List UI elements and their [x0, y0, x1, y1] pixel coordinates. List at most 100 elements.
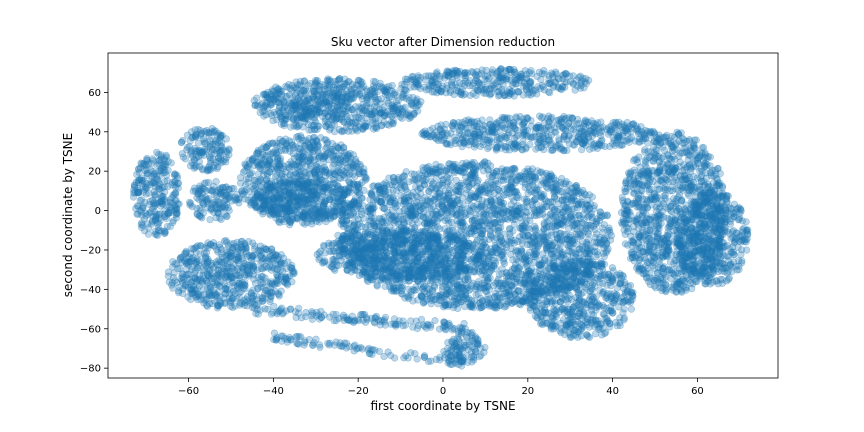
scatter-point [256, 164, 265, 172]
scatter-point [705, 264, 713, 272]
scatter-point [702, 162, 710, 170]
scatter-point [172, 189, 180, 197]
scatter-point [200, 146, 208, 154]
scatter-point [683, 247, 692, 255]
scatter-point [436, 72, 444, 80]
scatter-point [404, 109, 412, 117]
scatter-point [547, 131, 555, 139]
scatter-point [466, 91, 474, 100]
scatter-point [619, 199, 628, 207]
scatter-point [272, 139, 280, 147]
scatter-point [381, 86, 389, 94]
scatter-point [560, 132, 568, 140]
scatter-point [661, 186, 670, 194]
scatter-point [192, 154, 200, 162]
scatter-point [314, 100, 323, 108]
scatter-point [208, 146, 216, 154]
scatter-point [646, 215, 654, 223]
scatter-point [620, 226, 628, 234]
scatter-point [628, 237, 636, 245]
scatter-point [332, 85, 340, 94]
scatter-point [646, 226, 654, 234]
scatter-point [327, 104, 336, 112]
scatter-point [217, 148, 225, 156]
scatter-point [381, 111, 389, 119]
scatter-point [334, 95, 342, 104]
scatter-point [629, 157, 638, 165]
scatter-point [347, 87, 356, 95]
scatter-point [196, 162, 204, 171]
scatter-point [275, 109, 284, 117]
scatter-point [522, 143, 530, 152]
scatter-point [619, 215, 627, 223]
scatter-point [312, 162, 320, 170]
scatter-point [701, 280, 709, 288]
scatter-point [279, 108, 287, 116]
scatter-point [205, 162, 213, 170]
scatter-point [409, 93, 417, 101]
scatter-point [674, 240, 682, 248]
scatter-point [712, 199, 721, 207]
scatter-point [325, 76, 334, 84]
scatter-point [495, 88, 503, 96]
scatter-point [681, 205, 689, 213]
scatter-point [464, 129, 472, 138]
scatter-point [453, 71, 461, 79]
scatter-point [206, 154, 214, 162]
scatter-point [710, 252, 718, 260]
scatter-point [212, 140, 220, 148]
scatter-point [515, 87, 523, 96]
scatter-point [687, 165, 695, 173]
scatter-point [687, 224, 696, 232]
scatter-point [488, 126, 496, 134]
scatter-point [333, 155, 342, 163]
scatter-point [189, 133, 197, 141]
scatter-point [303, 100, 311, 108]
scatter-point [328, 208, 336, 217]
scatter-point [660, 146, 669, 154]
scatter-point [192, 133, 200, 141]
scatter-point [681, 254, 689, 262]
scatter-point [304, 106, 313, 114]
scatter-point [420, 131, 428, 139]
scatter-point [288, 141, 296, 149]
scatter-point [289, 106, 297, 114]
scatter-point [320, 99, 328, 107]
scatter-point [305, 109, 313, 117]
scatter-point [302, 111, 310, 119]
scatter-point [580, 122, 588, 130]
scatter-point [290, 102, 299, 111]
scatter-point [726, 245, 734, 253]
scatter-point [376, 79, 384, 87]
scatter-point [528, 133, 537, 141]
scatter-point [310, 88, 318, 96]
scatter-point [273, 171, 281, 179]
scatter-point [261, 198, 269, 206]
scatter-point [670, 146, 678, 154]
scatter-point [205, 163, 213, 172]
scatter-point [512, 80, 520, 88]
scatter-point [622, 124, 631, 133]
scatter-point [280, 103, 289, 112]
scatter-point [485, 139, 493, 147]
scatter-point [270, 108, 278, 116]
scatter-point [207, 150, 215, 158]
scatter-point [206, 143, 214, 151]
scatter-point [312, 111, 321, 119]
scatter-point [188, 159, 196, 167]
scatter-point [717, 214, 725, 222]
scatter-point [689, 155, 697, 163]
scatter-point [370, 125, 378, 133]
scatter-point [527, 91, 535, 99]
scatter-point [333, 93, 342, 101]
scatter-point [207, 159, 215, 167]
scatter-point [144, 230, 153, 238]
scatter-point [339, 118, 348, 126]
scatter-point [135, 168, 143, 177]
scatter-point [295, 183, 303, 192]
scatter-point [376, 99, 384, 107]
scatter-point [661, 164, 670, 172]
scatter-point [704, 199, 712, 207]
scatter-point [664, 240, 672, 248]
